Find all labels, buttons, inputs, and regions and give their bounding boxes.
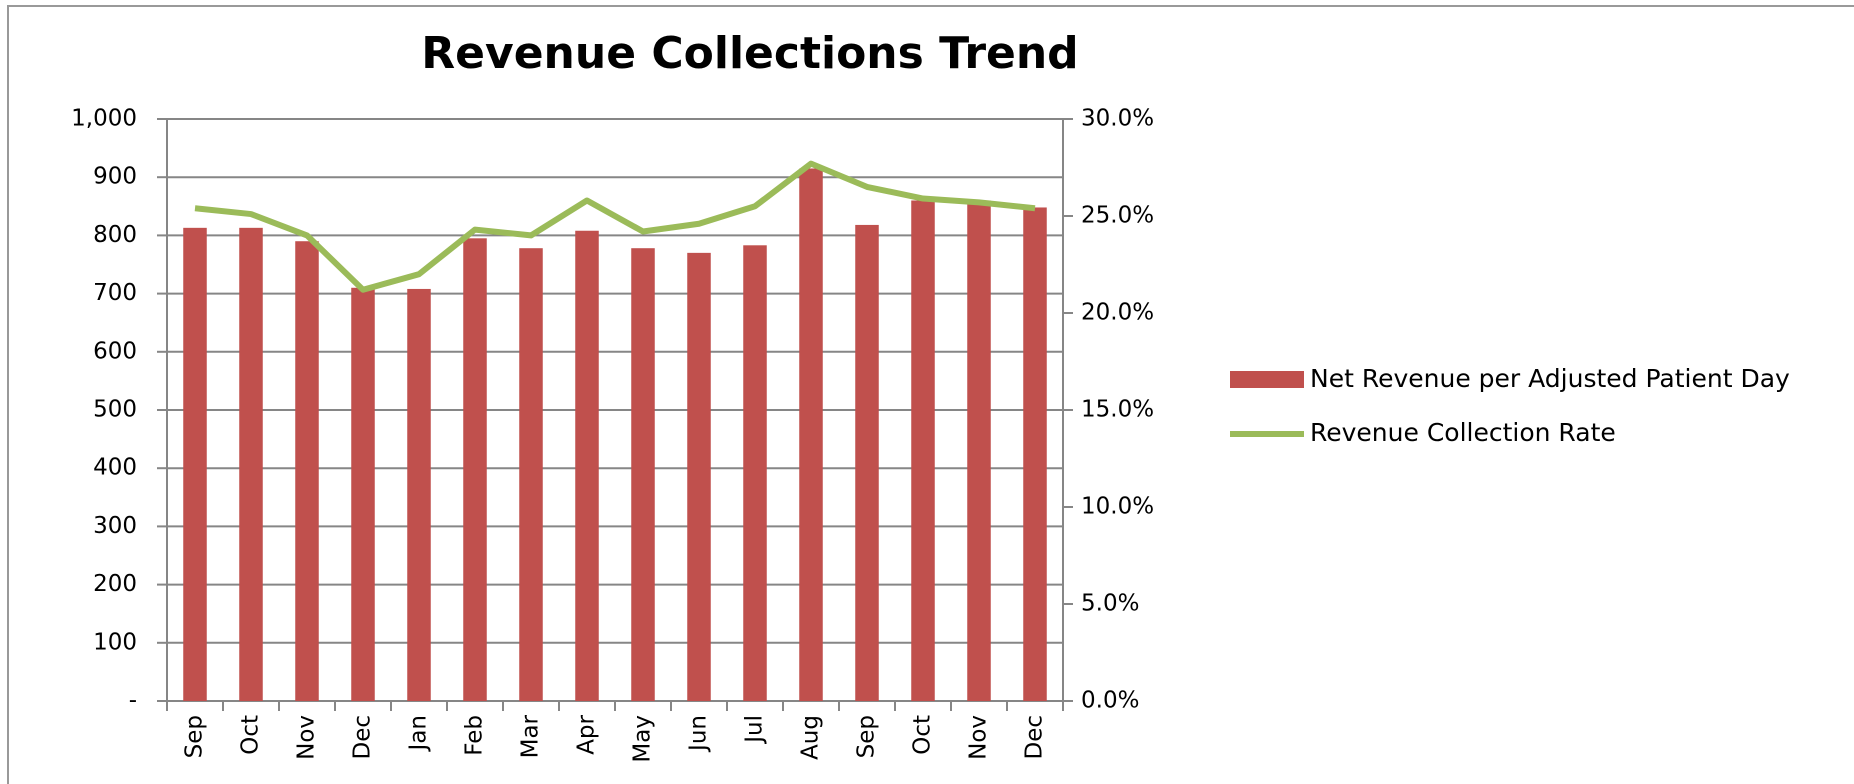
y-tick-label: 300 bbox=[93, 513, 137, 539]
x-tick-label: Feb bbox=[462, 715, 488, 756]
legend-item: Revenue Collection Rate bbox=[1230, 416, 1830, 456]
legend-label: Revenue Collection Rate bbox=[1310, 418, 1616, 447]
legend-swatch bbox=[1230, 416, 1304, 456]
y-tick-label: 500 bbox=[93, 397, 137, 423]
x-tick-label: Nov bbox=[966, 715, 992, 760]
y2-tick-label: 30.0% bbox=[1081, 106, 1154, 132]
x-tick-label: Jan bbox=[406, 715, 432, 752]
y2-tick-label: 0.0% bbox=[1081, 688, 1139, 714]
y-tick-label: 700 bbox=[93, 280, 137, 306]
y-tick-label: 400 bbox=[93, 455, 137, 481]
x-tick-label: Oct bbox=[238, 715, 264, 755]
bar bbox=[1023, 207, 1047, 702]
bar bbox=[855, 224, 879, 701]
legend-item: Net Revenue per Adjusted Patient Day bbox=[1230, 362, 1830, 402]
x-tick-label: Oct bbox=[910, 715, 936, 755]
bar bbox=[743, 245, 767, 701]
legend: Net Revenue per Adjusted Patient Day Reve… bbox=[1230, 362, 1830, 470]
bar bbox=[911, 200, 935, 702]
line bbox=[194, 160, 1036, 293]
bar bbox=[407, 288, 431, 701]
x-tick-label: Jun bbox=[686, 715, 712, 753]
x-tick-label: Aug bbox=[798, 715, 824, 760]
x-tick-label: Nov bbox=[294, 715, 320, 760]
bar bbox=[799, 168, 823, 702]
legend-swatch bbox=[1230, 362, 1304, 402]
x-tick-label: Dec bbox=[350, 715, 376, 760]
chart-title: Revenue Collections Trend bbox=[421, 28, 1078, 79]
y2-tick-label: 10.0% bbox=[1081, 494, 1154, 520]
y-tick-label: 900 bbox=[93, 164, 137, 190]
y-tick-label: 200 bbox=[93, 571, 137, 597]
y2-tick-label: 5.0% bbox=[1081, 591, 1139, 617]
bar bbox=[351, 287, 375, 701]
y-tick-label: 100 bbox=[93, 629, 137, 655]
bar bbox=[183, 227, 207, 702]
legend-label: Net Revenue per Adjusted Patient Day bbox=[1310, 364, 1790, 393]
y-tick-label: 1,000 bbox=[71, 106, 137, 132]
y2-tick-label: 20.0% bbox=[1081, 300, 1154, 326]
bar bbox=[687, 252, 711, 702]
bar bbox=[463, 238, 487, 701]
bar bbox=[519, 248, 543, 702]
x-tick-label: Sep bbox=[854, 715, 880, 758]
y-tick-label: - bbox=[129, 688, 137, 714]
x-tick-label: Apr bbox=[574, 714, 600, 754]
x-tick-label: May bbox=[630, 715, 656, 763]
x-tick-label: Mar bbox=[518, 714, 544, 758]
x-tick-label: Jul bbox=[742, 715, 768, 745]
bar bbox=[631, 248, 655, 702]
bar bbox=[295, 241, 319, 701]
x-tick-label: Dec bbox=[1022, 715, 1048, 760]
y-tick-label: 600 bbox=[93, 338, 137, 364]
chart-border bbox=[7, 5, 1854, 784]
y2-tick-label: 25.0% bbox=[1081, 203, 1154, 229]
y-tick-label: 800 bbox=[93, 222, 137, 248]
y2-tick-label: 15.0% bbox=[1081, 397, 1154, 423]
bar bbox=[239, 227, 263, 702]
bar bbox=[575, 230, 599, 701]
x-tick-label: Sep bbox=[182, 715, 208, 758]
bar bbox=[967, 200, 991, 702]
